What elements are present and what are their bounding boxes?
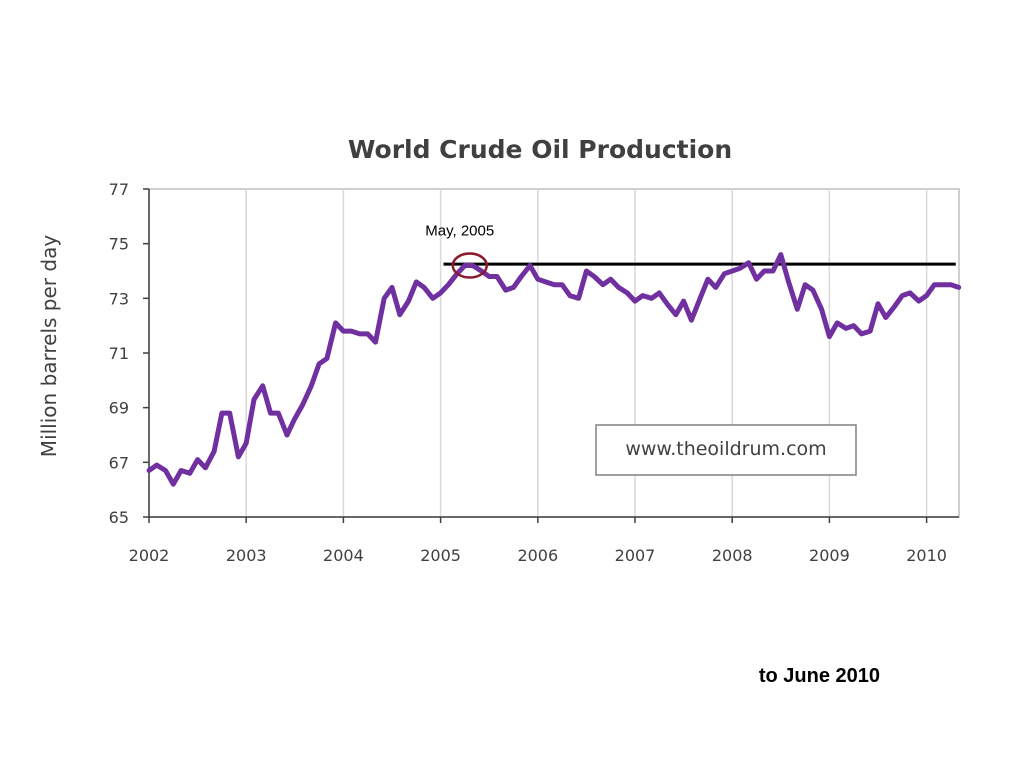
x-tick-label: 2002	[129, 546, 170, 565]
y-tick-label: 67	[109, 453, 129, 472]
peak-annotation: May, 2005	[425, 223, 494, 240]
x-tick-label: 2005	[420, 546, 461, 565]
peak-marker-circle	[451, 252, 489, 279]
series-line	[146, 252, 962, 487]
y-tick-label: 77	[109, 180, 129, 199]
y-axis-label: Million barrels per day	[37, 235, 61, 458]
y-tick-label: 71	[109, 344, 129, 363]
series-group	[146, 252, 962, 487]
y-tick-label: 69	[109, 399, 129, 418]
y-tick-label: 75	[109, 235, 129, 254]
chart-title: World Crude Oil Production	[348, 135, 732, 164]
watermark-box	[595, 424, 857, 476]
x-tick-label: 2006	[517, 546, 558, 565]
x-tick-label: 2003	[226, 546, 267, 565]
y-tick-label: 65	[109, 508, 129, 527]
x-tick-label: 2010	[906, 546, 947, 565]
y-tick-label: 73	[109, 289, 129, 308]
x-tick-label: 2009	[809, 546, 850, 565]
x-tick-label: 2004	[323, 546, 364, 565]
x-ticks: 2002 2003 2004 2005 2006 2007 2008 2009 2010	[129, 517, 947, 565]
footer-note: to June 2010	[759, 665, 880, 687]
x-tick-label: 2008	[712, 546, 753, 565]
y-ticks: 65 67 69 71 73 75 77	[109, 180, 149, 527]
x-tick-label: 2007	[615, 546, 656, 565]
watermark-text: www.theoildrum.com	[625, 438, 826, 460]
